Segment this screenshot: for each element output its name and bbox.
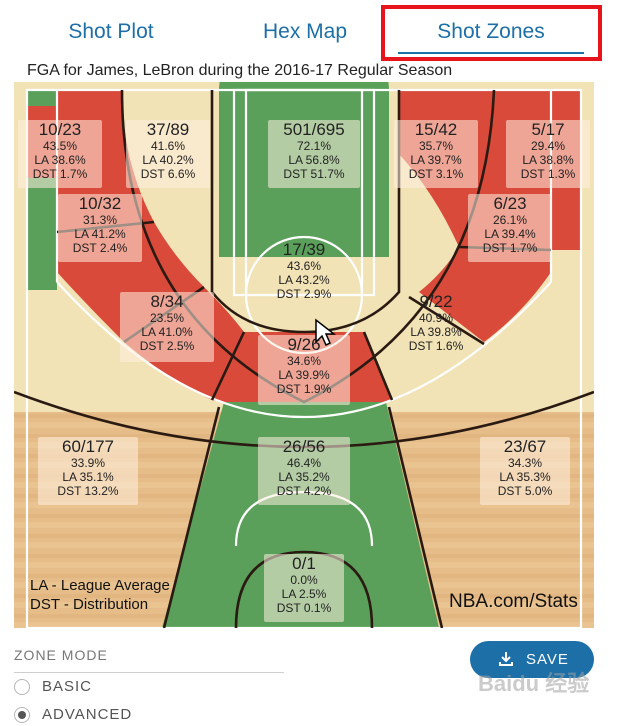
zone-left-short-mid[interactable]: 10/32 31.3% LA 41.2% DST 2.4% [58,194,142,262]
zone-top-key-mid[interactable]: 9/26 34.6% LA 39.9% DST 1.9% [258,335,350,405]
download-icon [499,652,513,666]
zone-mode-divider [14,672,284,673]
zone-top-three[interactable]: 26/56 46.4% LA 35.2% DST 4.2% [258,437,350,505]
zone-left-baseline-mid[interactable]: 37/89 41.6% LA 40.2% DST 6.6% [126,120,210,188]
view-tabs: Shot Plot Hex Map Shot Zones [0,0,627,62]
zone-right-corner[interactable]: 5/17 29.4% LA 38.8% DST 1.3% [506,120,590,188]
zone-left-wing-three[interactable]: 60/177 33.9% LA 35.1% DST 13.2% [38,437,138,505]
zone-right-short-mid[interactable]: 6/23 26.1% LA 39.4% DST 1.7% [468,194,552,262]
zone-left-corner[interactable]: 10/23 43.5% LA 38.6% DST 1.7% [18,120,102,188]
zone-right-elbow[interactable]: 9/22 40.9% LA 39.8% DST 1.6% [408,292,464,353]
legend-distribution: DST - Distribution [30,596,149,613]
zone-mode-advanced-radio[interactable]: ADVANCED [14,705,214,725]
zone-left-elbow[interactable]: 8/34 23.5% LA 41.0% DST 2.5% [120,292,214,362]
baidu-watermark: Baidu 经验 [478,671,590,696]
nba-stats-watermark: NBA.com/Stats [449,591,578,612]
zone-mode-advanced-label: ADVANCED [42,706,133,723]
save-button-label: SAVE [526,651,569,668]
save-button[interactable]: SAVE [470,641,594,678]
zone-paint-non-ra[interactable]: 17/39 43.6% LA 43.2% DST 2.9% [276,240,332,301]
zone-right-wing-three[interactable]: 23/67 34.3% LA 35.3% DST 5.0% [480,437,570,505]
zone-mode-basic-label: BASIC [42,678,93,695]
radio-checked-icon [14,707,30,723]
radio-unchecked-icon [14,679,30,695]
mouse-pointer-icon [315,318,336,347]
zone-backcourt[interactable]: 0/1 0.0% LA 2.5% DST 0.1% [264,554,344,622]
zone-mode-title: ZONE MODE [14,647,108,663]
legend-league-average: LA - League Average [30,577,170,594]
tab-shot-plot[interactable]: Shot Plot [68,20,154,43]
shot-zone-court: 10/23 43.5% LA 38.6% DST 1.7% 37/89 41.6… [14,82,594,628]
court-title: FGA for James, LeBron during the 2016-17… [27,62,453,79]
annotation-highlight-box [381,5,602,61]
tab-shot-zones[interactable]: Shot Zones [386,14,596,54]
zone-right-baseline-mid[interactable]: 15/42 35.7% LA 39.7% DST 3.1% [394,120,478,188]
zone-mode-basic-radio[interactable]: BASIC [14,677,214,697]
tab-hex-map[interactable]: Hex Map [262,20,348,43]
zone-restricted-area[interactable]: 501/695 72.1% LA 56.8% DST 51.7% [268,120,360,188]
